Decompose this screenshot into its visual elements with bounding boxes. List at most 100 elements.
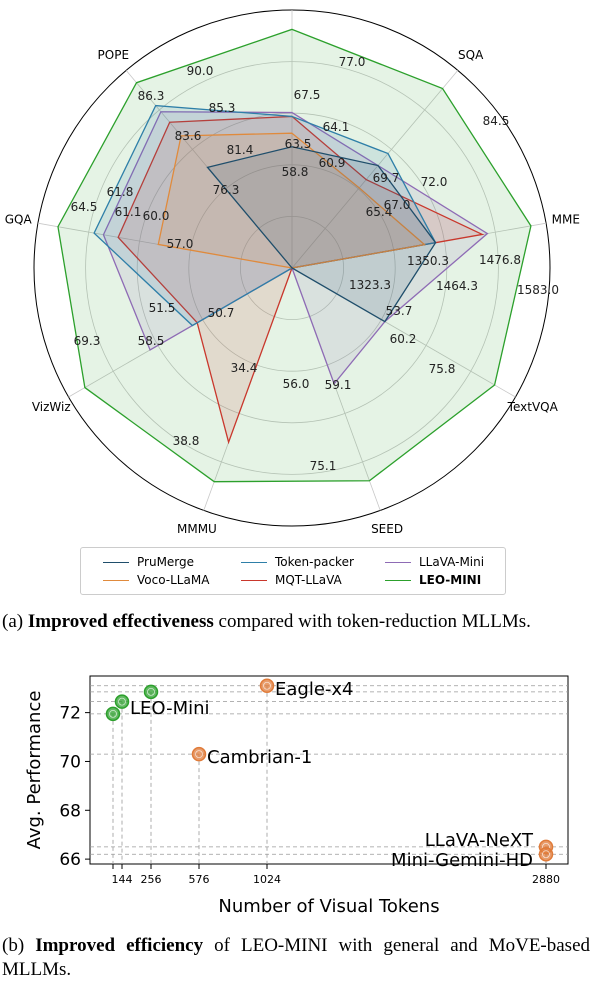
- scatter-point-label: LEO-Mini: [130, 698, 210, 719]
- radar-value-label: 51.5: [149, 301, 176, 315]
- radar-value-label: 86.3: [138, 89, 165, 103]
- legend-label: MQT-LLaVA: [275, 573, 342, 587]
- scatter-point: [114, 694, 130, 709]
- legend-swatch: [103, 579, 129, 581]
- radar-value-label: 75.8: [429, 362, 456, 376]
- radar-value-label: 69.7: [373, 171, 400, 185]
- scatter-point: [105, 706, 121, 722]
- legend-item-llava-mini: LLaVA-Mini: [385, 553, 484, 571]
- radar-value-label: 56.0: [283, 377, 310, 391]
- radar-value-label: 61.8: [107, 185, 134, 199]
- legend-item-mqt-llava: MQT-LLaVA: [241, 571, 342, 589]
- caption-a: (a) Improved effectiveness compared with…: [2, 610, 590, 656]
- radar-value-label: 90.0: [187, 64, 214, 78]
- scatter-point-label: Mini-Gemini-HD: [391, 850, 533, 871]
- scatter-point: [143, 684, 159, 700]
- legend-label: Voco-LLaMA: [137, 573, 210, 587]
- legend-label: LEO-MINI: [419, 573, 482, 587]
- radar-value-label: 85.3: [209, 101, 236, 115]
- legend-swatch: [103, 561, 129, 563]
- radar-axis-label-pope: POPE: [98, 48, 130, 62]
- scatter-point-label: LLaVA-NeXT: [425, 830, 534, 851]
- radar-axis-labels: MMBSQAMMETextVQASEEDMMMUVizWizGQAPOPE: [5, 48, 580, 536]
- scatter-y-ticks: 66 68 70 72: [59, 704, 90, 870]
- scatter-x-tick-label: 144: [112, 873, 133, 886]
- scatter-y-tick-label: 70: [59, 752, 81, 772]
- radar-value-label: 38.8: [173, 434, 200, 448]
- radar-value-label: 60.9: [319, 156, 346, 170]
- radar-value-label: 84.5: [483, 114, 510, 128]
- radar-axis-label-gqa: GQA: [5, 213, 33, 227]
- scatter-y-tick-label: 66: [59, 850, 81, 870]
- radar-value-label: 59.1: [325, 378, 352, 392]
- radar-value-label: 57.0: [167, 237, 194, 251]
- radar-series: [57, 28, 532, 483]
- scatter-x-tick-label: 1024: [253, 873, 281, 886]
- scatter-y-tick-label: 72: [59, 704, 81, 724]
- caption-b-prefix: (b): [2, 935, 36, 956]
- caption-a-text: compared with token-reduction MLLMs.: [213, 611, 531, 632]
- radar-axis-label-vizwiz: VizWiz: [32, 400, 71, 414]
- radar-value-label: 50.7: [208, 306, 235, 320]
- legend-swatch: [385, 579, 411, 581]
- radar-value-label: 61.1: [115, 205, 142, 219]
- legend-label: PruMerge: [137, 555, 195, 569]
- radar-value-label: 58.5: [138, 334, 165, 348]
- legend-label: LLaVA-Mini: [419, 555, 485, 569]
- radar-value-label: 1350.3: [407, 254, 449, 268]
- scatter-y-tick-label: 68: [59, 801, 81, 821]
- radar-value-label: 83.6: [175, 129, 202, 143]
- radar-spoke: [291, 70, 459, 269]
- radar-value-label: 64.5: [71, 200, 98, 214]
- radar-value-label: 63.5: [285, 137, 312, 151]
- scatter-x-ticks: 144 256 576 1024 2880: [112, 864, 560, 886]
- radar-value-label: 1583.0: [517, 283, 559, 297]
- radar-value-label: 1476.8: [479, 253, 521, 267]
- caption-a-bold: Improved effectiveness: [27, 611, 214, 632]
- scatter-chart: 66 68 70 72 144 256 576 1024 2880 Number of Visua…: [24, 675, 569, 917]
- legend-item-token-packer: Token-packer: [241, 553, 354, 571]
- scatter-x-axis-label: Number of Visual Tokens: [218, 896, 439, 917]
- radar-axis-label-sqa: SQA: [458, 48, 484, 62]
- scatter-point-labels: LEO-Mini Eagle-x4 Cambrian-1 LLaVA-NeXTMini…: [130, 679, 534, 871]
- radar-value-label: 67.0: [384, 198, 411, 212]
- scatter-y-axis-label: Avg. Performance: [24, 691, 45, 850]
- scatter-point-label: Eagle-x4: [275, 679, 354, 700]
- radar-axis-label-seed: SEED: [371, 522, 403, 536]
- scatter-x-tick-label: 256: [141, 873, 162, 886]
- radar-value-label: 69.3: [74, 334, 101, 348]
- radar-series-llava-mini: [102, 111, 489, 386]
- scatter-point: [191, 746, 207, 762]
- radar-value-label: 72.0: [421, 175, 448, 189]
- radar-value-label: 1464.3: [436, 279, 478, 293]
- radar-value-label: 64.1: [323, 120, 350, 134]
- scatter-plot-area: [89, 675, 569, 865]
- radar-series-prumerge: [206, 146, 437, 323]
- radar-value-labels: 77.0 67.5 64.1 63.5 60.9 58.8 84.5 72.0 69.7 67.0…: [71, 55, 559, 473]
- legend-swatch: [241, 561, 267, 563]
- scatter-point: [259, 678, 275, 694]
- radar-value-label: 67.5: [294, 88, 321, 102]
- caption-b: (b) Improved efficiency of LEO-MINI with…: [2, 934, 590, 982]
- scatter-gridlines: [90, 685, 568, 864]
- scatter-x-tick-label: 576: [189, 873, 210, 886]
- radar-value-label: 76.3: [213, 183, 240, 197]
- legend-item-prumerge: PruMerge: [103, 553, 194, 571]
- scatter-points: [105, 678, 554, 862]
- radar-value-label: 34.4: [231, 361, 258, 375]
- radar-legend: PruMerge Voco-LLaMA Token-packer MQT-LLaVA L…: [80, 547, 506, 595]
- legend-swatch: [241, 579, 267, 581]
- radar-axis-label-mme: MME: [552, 213, 580, 227]
- radar-value-label: 1323.3: [349, 278, 391, 292]
- radar-value-label: 58.8: [282, 165, 309, 179]
- radar-series-mqt-llava: [117, 115, 485, 445]
- radar-value-label: 77.0: [339, 55, 366, 69]
- radar-chart: MMBSQAMMETextVQASEEDMMMUVizWizGQAPOPE77.…: [5, 9, 580, 536]
- radar-value-label: 81.4: [227, 143, 254, 157]
- radar-value-label: 53.7: [386, 304, 413, 318]
- radar-value-label: 60.2: [390, 332, 417, 346]
- radar-axis-label-mmmu: MMMU: [177, 522, 217, 536]
- legend-swatch: [385, 561, 411, 563]
- caption-b-bold: Improved efficiency: [35, 935, 204, 956]
- radar-value-label: 65.4: [366, 205, 393, 219]
